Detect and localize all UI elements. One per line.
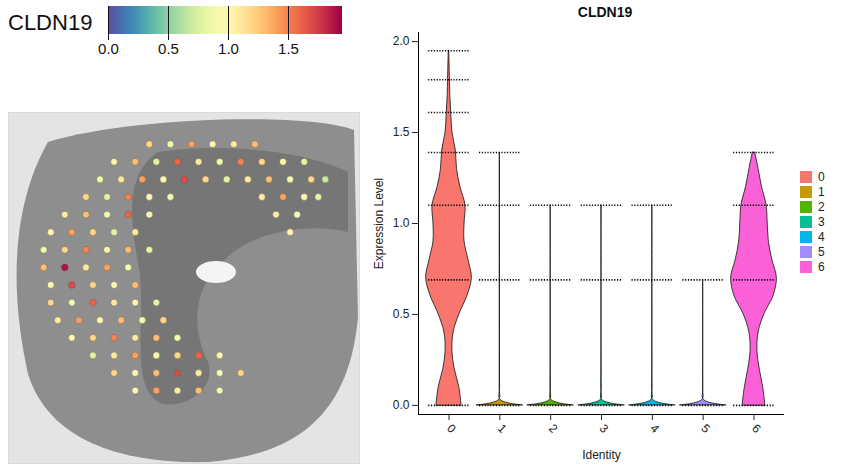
svg-text:0.5: 0.5 [393, 307, 410, 321]
html-text:1: 1 [818, 185, 825, 199]
html-text:3: 3 [818, 215, 825, 229]
html-text:2: 2 [818, 200, 825, 214]
svg-text:0.5: 0.5 [158, 40, 179, 57]
svg-text:5: 5 [698, 421, 713, 436]
svg-text:0.0: 0.0 [393, 398, 410, 412]
svg-text:Expression Level: Expression Level [372, 178, 386, 269]
html-text:CLDN19: CLDN19 [8, 10, 93, 35]
svg-text:2.0: 2.0 [393, 34, 410, 48]
html-text:5: 5 [818, 245, 825, 259]
svg-text:2: 2 [546, 421, 561, 436]
html-text:6: 6 [818, 260, 825, 274]
svg-text:1.0: 1.0 [218, 40, 239, 57]
svg-text:Identity: Identity [582, 448, 621, 462]
svg-text:1.5: 1.5 [278, 40, 299, 57]
svg-text:6: 6 [749, 421, 764, 436]
svg-text:1.0: 1.0 [393, 216, 410, 230]
svg-text:3: 3 [597, 421, 612, 436]
html-text:CLDN19: CLDN19 [577, 4, 633, 20]
svg-text:1.5: 1.5 [393, 125, 410, 139]
svg-text:0: 0 [444, 421, 459, 436]
html-text:4: 4 [818, 230, 825, 244]
svg-text:1: 1 [495, 421, 510, 436]
svg-text:0.0: 0.0 [98, 40, 119, 57]
html-text:0: 0 [818, 170, 825, 184]
svg-text:4: 4 [647, 421, 662, 436]
